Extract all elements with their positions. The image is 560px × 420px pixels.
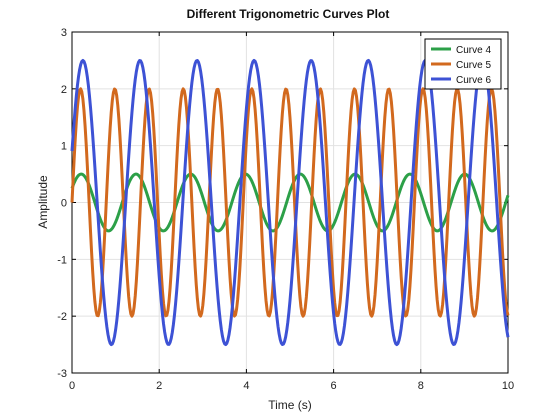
- chart-title: Different Trigonometric Curves Plot: [187, 7, 390, 21]
- legend: Curve 4 Curve 5 Curve 6: [424, 38, 502, 90]
- x-axis-label: Time (s): [268, 398, 312, 412]
- axis-ticks: 0 2 4 6 8 10 -3 -2 -1 0 1 2 3: [57, 27, 514, 392]
- series-line-curve-6: [70, 58, 510, 347]
- x-tick-label: 8: [418, 380, 424, 392]
- y-tick-label: 2: [61, 84, 67, 96]
- x-tick-label: 10: [502, 380, 514, 392]
- y-tick-label: -3: [57, 368, 67, 380]
- series-line-curve-4: [70, 172, 510, 233]
- legend-label: Curve 6: [456, 75, 491, 86]
- x-tick-label: 6: [331, 380, 337, 392]
- y-tick-label: -1: [57, 254, 67, 266]
- y-tick-label: 0: [61, 198, 67, 210]
- legend-label: Curve 5: [456, 60, 491, 71]
- legend-label: Curve 4: [456, 45, 491, 56]
- series-line-curve-5: [70, 87, 510, 318]
- x-tick-label: 4: [243, 380, 249, 392]
- y-tick-label: 1: [61, 141, 67, 153]
- x-tick-label: 0: [69, 380, 75, 392]
- y-axis-label: Amplitude: [36, 175, 50, 229]
- x-tick-label: 2: [156, 380, 162, 392]
- y-tick-label: 3: [61, 27, 67, 39]
- series-lines: [70, 58, 510, 347]
- y-tick-label: -2: [57, 311, 67, 323]
